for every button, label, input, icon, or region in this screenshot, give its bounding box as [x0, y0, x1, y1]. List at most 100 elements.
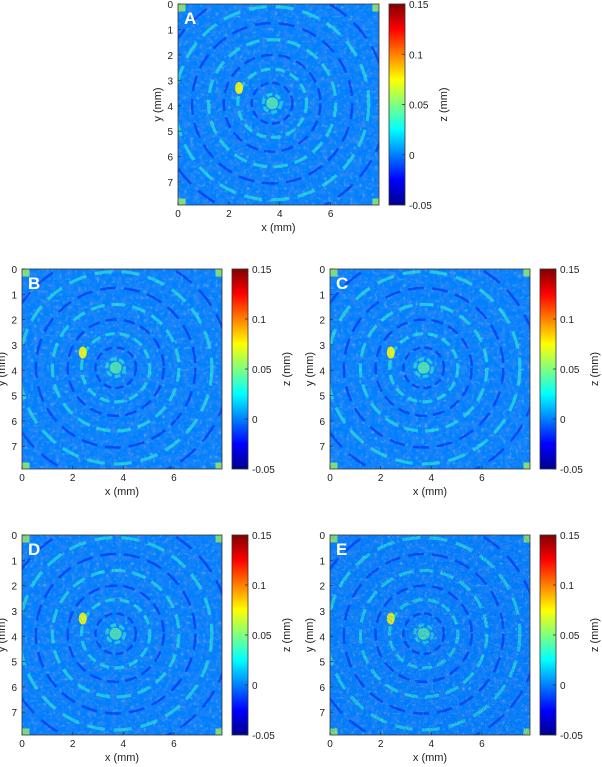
heatmap-noise-lower-right	[330, 535, 530, 735]
x-tick-label: 2	[378, 739, 384, 750]
y-tick-label: 0	[319, 531, 325, 542]
corner-artefact	[330, 462, 338, 469]
y-tick-label: 3	[167, 76, 173, 87]
surface-ring	[105, 357, 127, 379]
colorbar-tick-label: 0.1	[252, 315, 266, 326]
colorbar-label: z (mm)	[589, 352, 601, 386]
surface-ring	[358, 302, 489, 433]
corner-artefact	[178, 198, 186, 205]
y-tick-label: 2	[319, 316, 325, 327]
y-tick-label: 4	[11, 632, 17, 643]
surface-ring	[342, 286, 505, 449]
y-tick-label: 4	[167, 102, 173, 113]
y-tick-label: 4	[319, 632, 325, 643]
surface-ring	[387, 331, 460, 404]
surface-ring	[236, 67, 309, 140]
y-tick-label: 0	[11, 531, 17, 542]
colorbar-tick-label: 0	[252, 415, 258, 426]
y-tick-label: 6	[319, 417, 325, 428]
x-axis-label: x (mm)	[261, 222, 295, 234]
y-tick-label: 5	[319, 392, 325, 403]
corner-artefact	[372, 198, 379, 205]
y-tick-label: 1	[11, 556, 17, 567]
colorbar-label: z (mm)	[281, 352, 293, 386]
x-tick-label: 2	[70, 473, 76, 484]
surface-ring	[22, 269, 214, 466]
heatmap-plot-area	[22, 269, 222, 469]
x-tick-label: 6	[171, 473, 177, 484]
heatmap-plot-area	[330, 269, 530, 469]
x-tick-label: 6	[479, 739, 485, 750]
y-tick-label: 3	[319, 341, 325, 352]
colorbar-tick-label: 0.05	[560, 631, 580, 642]
x-tick-label: 2	[226, 209, 232, 220]
y-axis-label: y (mm)	[0, 352, 8, 386]
y-tick-label: 7	[319, 442, 325, 453]
x-tick-label: 6	[479, 473, 485, 484]
surface-ring	[374, 318, 473, 418]
y-tick-label: 3	[11, 341, 17, 352]
colorbar-tick-label: 0.05	[409, 101, 429, 112]
x-axis-label: x (mm)	[413, 752, 447, 764]
colorbar: 0.15 0.1 0.05 0 -0.05 z (mm)	[388, 0, 450, 212]
corner-artefact	[22, 269, 30, 277]
x-tick-label: 0	[175, 209, 181, 220]
heatmap-plot-area	[22, 535, 222, 735]
y-tick-label: 5	[11, 392, 17, 403]
corner-artefact	[372, 4, 379, 12]
axes-frame	[329, 534, 531, 736]
x-tick-label: 6	[328, 209, 334, 220]
surface-highlight	[78, 346, 87, 359]
surface-highlight	[386, 346, 395, 359]
x-axis-label: x (mm)	[105, 486, 139, 498]
x-tick-label: 0	[327, 473, 333, 484]
surface-ring	[190, 21, 354, 185]
y-tick-label: 6	[319, 683, 325, 694]
y-tick-label: 2	[319, 582, 325, 593]
x-tick-label: 4	[120, 739, 126, 750]
x-tick-label: 2	[70, 739, 76, 750]
y-tick-label: 0	[167, 0, 173, 11]
x-tick-label: 6	[171, 739, 177, 750]
y-tick-label: 7	[11, 442, 17, 453]
y-tick-label: 5	[167, 127, 173, 138]
y-tick-label: 0	[11, 265, 17, 276]
y-tick-label: 1	[319, 556, 325, 567]
x-axis-label: x (mm)	[105, 752, 139, 764]
x-tick-label: 0	[19, 473, 25, 484]
heatmap-texture-light	[178, 4, 379, 205]
concentric-rings	[22, 269, 222, 469]
heatmap-texture-light	[22, 269, 222, 469]
colorbar: 0.15 0.1 0.05 0 -0.05 z (mm)	[539, 265, 601, 476]
y-tick-label: 7	[319, 708, 325, 719]
surface-highlight	[235, 81, 244, 94]
x-tick-label: 4	[428, 739, 434, 750]
corner-artefact	[523, 462, 530, 469]
surface-ring	[250, 81, 294, 125]
heatmap-noise	[22, 535, 222, 735]
colorbar-tick-label: 0.15	[409, 0, 429, 11]
concentric-rings	[330, 269, 530, 469]
surface-ring	[79, 331, 152, 404]
y-tick-label: 3	[319, 607, 325, 618]
axes-frame	[329, 268, 531, 470]
heatmap-texture-light	[330, 269, 530, 469]
colorbar: 0.15 0.1 0.05 0 -0.05 z (mm)	[539, 531, 601, 742]
axes-frame	[177, 3, 380, 206]
y-tick-label: 3	[11, 607, 17, 618]
colorbar-tick-label: -0.05	[252, 731, 275, 742]
colorbar-tick-label: 0	[560, 681, 566, 692]
colorbar-tick-label: -0.05	[252, 465, 275, 476]
surface-ring	[94, 346, 138, 390]
y-tick-label: 6	[11, 417, 17, 428]
x-tick-label: 0	[19, 739, 25, 750]
surface-centre	[417, 361, 430, 374]
surface-ring	[261, 92, 283, 114]
colorbar-tick-label: 0	[252, 681, 258, 692]
y-tick-label: 1	[11, 290, 17, 301]
colorbar-label: z (mm)	[438, 87, 450, 121]
surface-ring	[206, 38, 338, 169]
panel-label: D	[28, 540, 40, 559]
